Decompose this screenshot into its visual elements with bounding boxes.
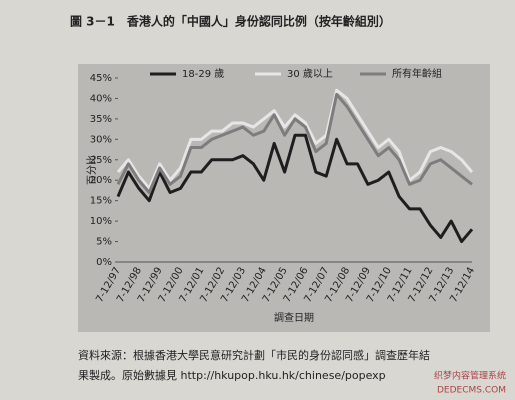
series-line	[116, 88, 474, 190]
legend-label: 所有年齡組	[392, 67, 442, 80]
y-tick-label: 5%	[96, 237, 112, 248]
watermark: 织梦内容管理系统	[434, 370, 506, 382]
y-tick-label: 25%	[90, 155, 112, 166]
chart-title: 圖 3－1 香港人的「中國人」身份認同比例（按年齡組別）	[70, 14, 391, 29]
source-note: 果製成。原始數據見 http://hkupop.hku.hk/chinese/p…	[78, 368, 386, 382]
y-tick-label: 10%	[90, 216, 112, 227]
y-tick-label: 30%	[90, 134, 112, 145]
y-tick-label: 20%	[90, 175, 112, 186]
y-axis-label: 百分比	[86, 155, 98, 185]
watermark: DEDECMS.COM	[437, 386, 506, 396]
y-tick-label: 35%	[90, 114, 112, 125]
y-tick-label: 40%	[90, 93, 112, 104]
series-line	[116, 133, 474, 244]
legend-label: 30 歲以上	[287, 67, 333, 80]
x-axis-label: 調查日期	[274, 311, 314, 324]
source-note: 資料來源：根據香港大學民意研究計劃「市民的身份認同感」調查歷年結	[78, 348, 430, 362]
legend-label: 18-29 歲	[182, 67, 224, 80]
y-tick-label: 15%	[90, 196, 112, 207]
y-tick-label: 45%	[90, 73, 112, 84]
y-tick-label: 0%	[96, 257, 112, 268]
series-line	[116, 92, 473, 194]
